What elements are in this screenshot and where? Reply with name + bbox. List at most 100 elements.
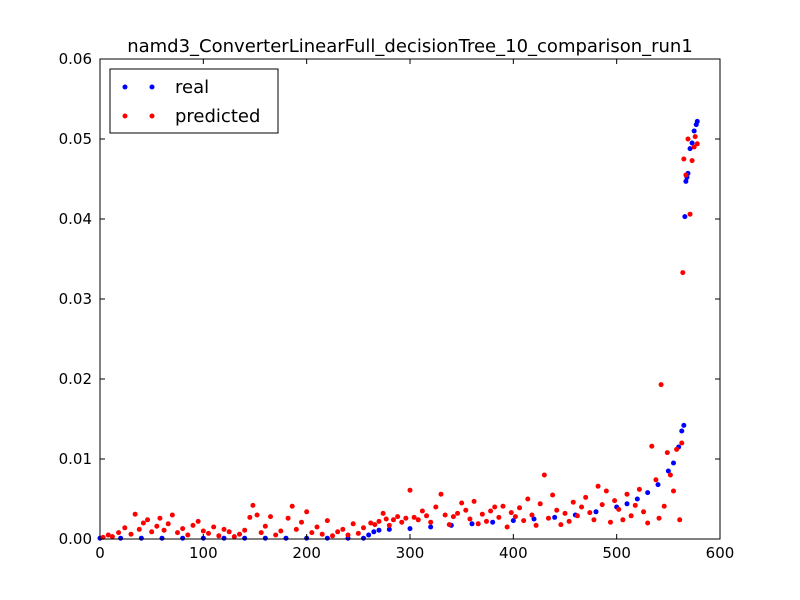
predicted-point [428,519,434,525]
legend: real predicted [109,68,279,134]
predicted-point [262,523,268,529]
predicted-point [154,523,160,529]
predicted-point [376,518,382,524]
predicted-point [195,518,201,524]
predicted-point [258,530,264,536]
predicted-point [558,522,564,528]
predicted-point [304,509,310,515]
real-point [679,428,685,434]
predicted-point [616,506,622,512]
real-point [138,535,144,541]
predicted-point [656,515,662,521]
legend-marker-real [122,84,128,90]
real-point [687,146,693,152]
predicted-point [681,156,687,162]
predicted-point [641,509,647,515]
y-tick-label: 0.04 [59,210,92,228]
real-point [645,490,651,496]
predicted-point [128,531,134,537]
real-point [371,529,377,535]
predicted-point [579,504,585,510]
predicted-point [411,514,417,520]
predicted-point [636,486,642,492]
predicted-point [521,518,527,524]
predicted-point [632,502,638,508]
predicted-point [694,141,700,147]
predicted-point [467,516,473,522]
predicted-point [667,472,673,478]
real-point [262,535,268,541]
predicted-point [285,515,291,521]
x-tick-label: 200 [292,544,321,562]
predicted-point [390,517,396,523]
predicted-point [419,508,425,514]
real-point [694,118,700,124]
predicted-point [415,517,421,523]
real-point [689,140,695,146]
chart-title: namd3_ConverterLinearFull_decisionTree_1… [127,36,693,57]
predicted-point [562,510,568,516]
predicted-point [324,518,330,524]
x-tick-label: 500 [602,544,631,562]
predicted-point [368,520,374,526]
x-tick-label: 600 [706,544,735,562]
predicted-point [624,491,630,497]
predicted-point [200,528,206,534]
predicted-point [330,533,335,539]
predicted-point [109,534,115,540]
predicted-point [475,521,481,527]
predicted-point [471,498,477,504]
predicted-point [278,528,284,534]
y-tick-label: 0.06 [59,50,92,68]
predicted-point [438,491,444,497]
predicted-point [525,496,531,502]
predicted-point [570,499,576,505]
predicted-point [545,515,551,521]
predicted-point [132,511,138,517]
predicted-point [680,270,686,276]
predicted-point [169,512,175,518]
predicted-point [541,472,547,478]
predicted-point [603,488,609,494]
real-point [283,535,289,541]
predicted-point [612,498,618,504]
predicted-point [433,504,439,510]
real-point [671,460,676,466]
real-point [510,518,516,524]
predicted-point [450,514,456,520]
predicted-point [554,507,560,513]
predicted-point [529,512,535,518]
x-tick-label: 0 [95,544,105,562]
predicted-point [136,526,142,532]
predicted-point [645,520,651,526]
predicted-point [293,526,299,532]
predicted-point [380,510,386,516]
predicted-point [361,525,366,531]
predicted-point [496,514,502,520]
predicted-point [607,519,613,525]
predicted-point [319,531,325,537]
axis-ticks: 0 100 200 300 400 500 600 0.00 0.01 0.02 0.03 0.04 0… [59,50,735,562]
predicted-point [674,446,680,452]
predicted-point [620,517,626,523]
predicted-point [599,502,605,508]
predicted-point [628,513,634,519]
predicted-point [116,530,122,536]
legend-label-real: real [175,77,209,98]
predicted-point [386,522,392,528]
predicted-point [407,487,413,493]
predicted-point [649,443,655,449]
predicted-point [309,530,315,536]
legend-marker-real [149,84,155,90]
predicted-point [537,501,543,507]
real-point [376,527,382,533]
predicted-point [145,517,151,523]
predicted-point [574,513,580,519]
real-point [682,214,688,220]
predicted-point [692,134,698,140]
predicted-point [206,530,211,536]
predicted-point [350,521,356,527]
predicted-point [149,529,155,535]
predicted-point [463,507,469,513]
predicted-point [455,510,461,516]
